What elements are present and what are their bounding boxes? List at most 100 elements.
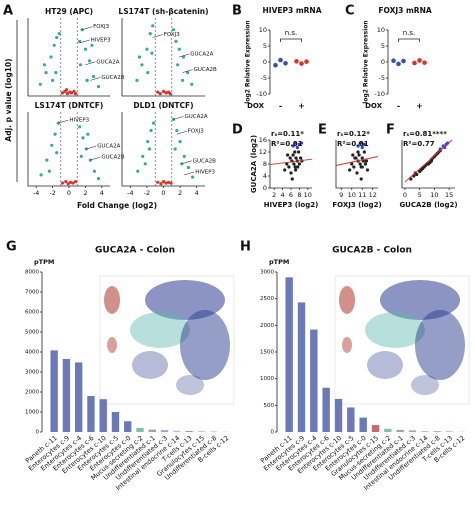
axis-line xyxy=(401,140,455,189)
significance-label: n.s. xyxy=(403,29,416,37)
trend-line xyxy=(404,139,453,183)
point xyxy=(147,147,151,151)
stat-label: R²=0.01 xyxy=(271,140,303,148)
y-tick-label: 5 xyxy=(263,42,267,50)
bar xyxy=(62,359,71,432)
point xyxy=(78,39,82,44)
point xyxy=(185,71,190,75)
point xyxy=(356,150,360,154)
point xyxy=(164,91,168,95)
bar xyxy=(285,277,293,432)
x-tick-label: -4 xyxy=(127,189,133,197)
y-tick-label: 8000 xyxy=(25,270,39,276)
y-axis-label: pTPM xyxy=(269,258,289,266)
point xyxy=(350,162,354,166)
point xyxy=(65,92,69,96)
point xyxy=(297,162,301,166)
point xyxy=(362,150,366,154)
point xyxy=(292,162,296,166)
bar xyxy=(445,431,454,432)
point xyxy=(358,162,362,166)
panel-letter: B xyxy=(232,4,242,19)
point xyxy=(164,181,168,185)
point xyxy=(79,154,83,158)
y-tick-label: 7000 xyxy=(25,290,39,296)
point xyxy=(299,61,304,66)
umap-inset xyxy=(334,275,470,405)
point xyxy=(78,125,82,129)
point xyxy=(296,150,301,154)
point xyxy=(293,150,297,154)
bracket xyxy=(280,38,302,42)
x-tick-label: 8 xyxy=(297,191,301,199)
x-tick-label: -2 xyxy=(49,189,55,197)
stat-label: R²=0.01 xyxy=(337,140,369,148)
point xyxy=(294,59,299,64)
point xyxy=(363,162,367,166)
point xyxy=(44,71,48,75)
point xyxy=(161,89,166,93)
point xyxy=(146,71,150,75)
y-tick-label: 500 xyxy=(264,403,275,409)
bar xyxy=(87,396,95,432)
bar xyxy=(185,431,193,432)
point xyxy=(145,47,149,51)
point xyxy=(143,162,147,166)
point xyxy=(287,165,291,169)
point xyxy=(356,144,360,148)
point xyxy=(412,60,417,66)
gene-label: FOXJ3 xyxy=(188,129,205,135)
bar xyxy=(384,428,392,432)
point xyxy=(362,142,366,147)
point xyxy=(180,162,184,166)
y-tick-label: 1500 xyxy=(260,350,274,356)
y-tick-label: 10 xyxy=(259,26,267,34)
point xyxy=(150,51,154,55)
point xyxy=(273,62,278,68)
y-axis-label: log2 Relative Expression xyxy=(245,20,252,103)
point xyxy=(161,179,166,184)
category-label: + xyxy=(298,102,305,111)
point xyxy=(73,179,78,184)
y-tick-label: 10 xyxy=(377,26,385,34)
point xyxy=(180,78,185,82)
point xyxy=(55,35,59,40)
point xyxy=(90,43,94,47)
point xyxy=(141,154,145,158)
point xyxy=(348,168,352,172)
point xyxy=(291,153,295,157)
x-axis-label: HIVEP3 (log2) xyxy=(264,201,319,209)
point xyxy=(168,92,172,96)
category-axis-label: DOX xyxy=(365,102,383,110)
leader-line xyxy=(179,53,190,58)
x-axis-label: Fold Change (log2) xyxy=(77,201,157,210)
point xyxy=(72,89,76,93)
point xyxy=(69,180,73,184)
leader-line xyxy=(181,160,192,165)
panel-letter: H xyxy=(240,240,251,255)
y-tick-label: 5 xyxy=(381,42,385,50)
x-tick-label: 11 xyxy=(358,191,366,199)
point xyxy=(60,181,65,185)
point xyxy=(78,63,83,67)
point xyxy=(176,63,180,67)
gene-label: FOXJ3 xyxy=(164,32,181,38)
point xyxy=(417,58,422,63)
point xyxy=(171,28,176,32)
bar xyxy=(408,430,417,432)
stat-label: rₛ=0.12* xyxy=(337,130,370,138)
stat-label: R²=0.77 xyxy=(403,140,435,148)
point xyxy=(290,177,294,181)
x-tick-label: 4 xyxy=(100,189,104,197)
gene-label: GUCA2B xyxy=(193,158,216,164)
point xyxy=(64,88,69,92)
bar xyxy=(160,430,169,432)
y-tick-label: 0 xyxy=(263,58,267,66)
point xyxy=(396,61,401,67)
x-tick-label: -2 xyxy=(144,189,150,197)
point xyxy=(73,92,78,96)
point xyxy=(357,153,361,157)
x-tick-label: 15 xyxy=(445,191,453,199)
y-tick-label: -5 xyxy=(379,74,385,82)
